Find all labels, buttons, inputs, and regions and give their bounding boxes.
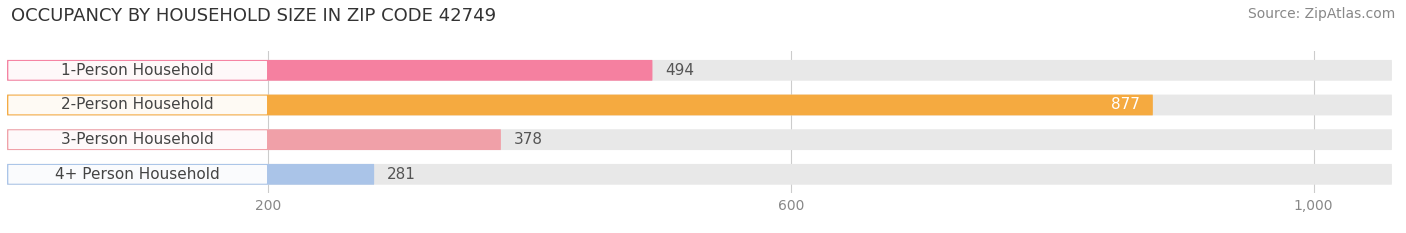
FancyBboxPatch shape: [8, 96, 267, 114]
FancyBboxPatch shape: [7, 129, 501, 150]
Text: 1-Person Household: 1-Person Household: [62, 63, 214, 78]
Text: 2-Person Household: 2-Person Household: [62, 97, 214, 113]
Text: Source: ZipAtlas.com: Source: ZipAtlas.com: [1247, 7, 1395, 21]
FancyBboxPatch shape: [7, 60, 1392, 81]
Text: 4+ Person Household: 4+ Person Household: [55, 167, 221, 182]
FancyBboxPatch shape: [8, 130, 267, 149]
FancyBboxPatch shape: [7, 95, 1392, 115]
FancyBboxPatch shape: [7, 60, 652, 81]
FancyBboxPatch shape: [7, 95, 1153, 115]
Text: 877: 877: [1111, 97, 1140, 113]
FancyBboxPatch shape: [7, 129, 1392, 150]
Text: 494: 494: [665, 63, 695, 78]
FancyBboxPatch shape: [7, 164, 374, 185]
FancyBboxPatch shape: [8, 61, 267, 80]
Text: 3-Person Household: 3-Person Household: [62, 132, 214, 147]
FancyBboxPatch shape: [8, 165, 267, 184]
Text: 378: 378: [515, 132, 543, 147]
Text: 281: 281: [387, 167, 416, 182]
FancyBboxPatch shape: [7, 164, 1392, 185]
Text: OCCUPANCY BY HOUSEHOLD SIZE IN ZIP CODE 42749: OCCUPANCY BY HOUSEHOLD SIZE IN ZIP CODE …: [11, 7, 496, 25]
